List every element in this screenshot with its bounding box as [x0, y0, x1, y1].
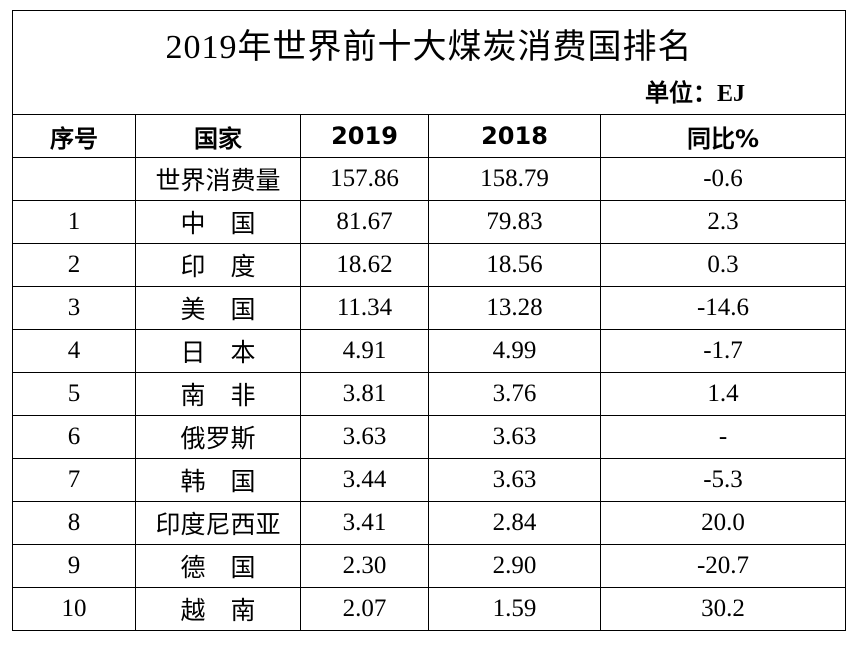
- header-cell: 序号: [12, 114, 136, 158]
- cell: 中 国: [135, 200, 301, 244]
- cell: 世界消费量: [135, 157, 301, 201]
- header-cell: 2018: [428, 114, 601, 158]
- cell: [12, 157, 136, 201]
- cell: 3.63: [428, 415, 601, 459]
- cell: 1.59: [428, 587, 601, 631]
- cell: 8: [12, 501, 136, 545]
- cell: 2.30: [300, 544, 429, 588]
- table-container: 2019年世界前十大煤炭消费国排名 单位：EJ 序号 国家 2019 2018 同比% 世…: [12, 10, 846, 631]
- header-cell: 同比%: [600, 114, 846, 158]
- cell: 日 本: [135, 329, 301, 373]
- cell: 20.0: [600, 501, 846, 545]
- cell: 2.3: [600, 200, 846, 244]
- header-row: 序号 国家 2019 2018 同比%: [12, 114, 846, 158]
- cell: 11.34: [300, 286, 429, 330]
- title: 2019年世界前十大煤炭消费国排名: [165, 29, 693, 66]
- cell: 10: [12, 587, 136, 631]
- cell: 南 非: [135, 372, 301, 416]
- cell: 1: [12, 200, 136, 244]
- cell: -1.7: [600, 329, 846, 373]
- cell: -0.6: [600, 157, 846, 201]
- unit: 单位：EJ: [644, 81, 745, 107]
- cell: 3.63: [428, 458, 601, 502]
- cell: 30.2: [600, 587, 846, 631]
- cell: 印 度: [135, 243, 301, 287]
- data-row: 8 印度尼西亚 3.41 2.84 20.0: [12, 501, 846, 545]
- cell: -14.6: [600, 286, 846, 330]
- cell: 4: [12, 329, 136, 373]
- cell: 18.56: [428, 243, 601, 287]
- cell: 3.44: [300, 458, 429, 502]
- cell: -5.3: [600, 458, 846, 502]
- cell: 印度尼西亚: [135, 501, 301, 545]
- cell: 0.3: [600, 243, 846, 287]
- cell: 俄罗斯: [135, 415, 301, 459]
- cell: 越 南: [135, 587, 301, 631]
- data-row: 世界消费量 157.86 158.79 -0.6: [12, 157, 846, 201]
- cell: 9: [12, 544, 136, 588]
- data-row: 6 俄罗斯 3.63 3.63-: [12, 415, 846, 459]
- cell: 2: [12, 243, 136, 287]
- cell: 157.86: [300, 157, 429, 201]
- data-row: 10 越 南 2.07 1.59 30.2: [12, 587, 846, 631]
- cell: 3: [12, 286, 136, 330]
- cell: 5: [12, 372, 136, 416]
- ranking-table: 2019年世界前十大煤炭消费国排名 单位：EJ 序号 国家 2019 2018 同比% 世…: [12, 10, 846, 631]
- cell: 2.84: [428, 501, 601, 545]
- cell: 4.91: [300, 329, 429, 373]
- cell: 2.90: [428, 544, 601, 588]
- cell: 3.41: [300, 501, 429, 545]
- cell: 7: [12, 458, 136, 502]
- cell: 3.63: [300, 415, 429, 459]
- cell: 4.99: [428, 329, 601, 373]
- cell: 1.4: [600, 372, 846, 416]
- header-cell: 国家: [135, 114, 301, 158]
- cell: -: [600, 415, 846, 459]
- cell: 18.62: [300, 243, 429, 287]
- cell: -20.7: [600, 544, 846, 588]
- cell: 13.28: [428, 286, 601, 330]
- cell: 79.83: [428, 200, 601, 244]
- title-cell: 2019年世界前十大煤炭消费国排名 单位：EJ: [12, 10, 846, 115]
- cell: 6: [12, 415, 136, 459]
- cell: 158.79: [428, 157, 601, 201]
- header-cell: 2019: [300, 114, 429, 158]
- cell: 81.67: [300, 200, 429, 244]
- cell: 美 国: [135, 286, 301, 330]
- cell: 德 国: [135, 544, 301, 588]
- cell: 3.76: [428, 372, 601, 416]
- cell: 韩 国: [135, 458, 301, 502]
- cell: 2.07: [300, 587, 429, 631]
- cell: 3.81: [300, 372, 429, 416]
